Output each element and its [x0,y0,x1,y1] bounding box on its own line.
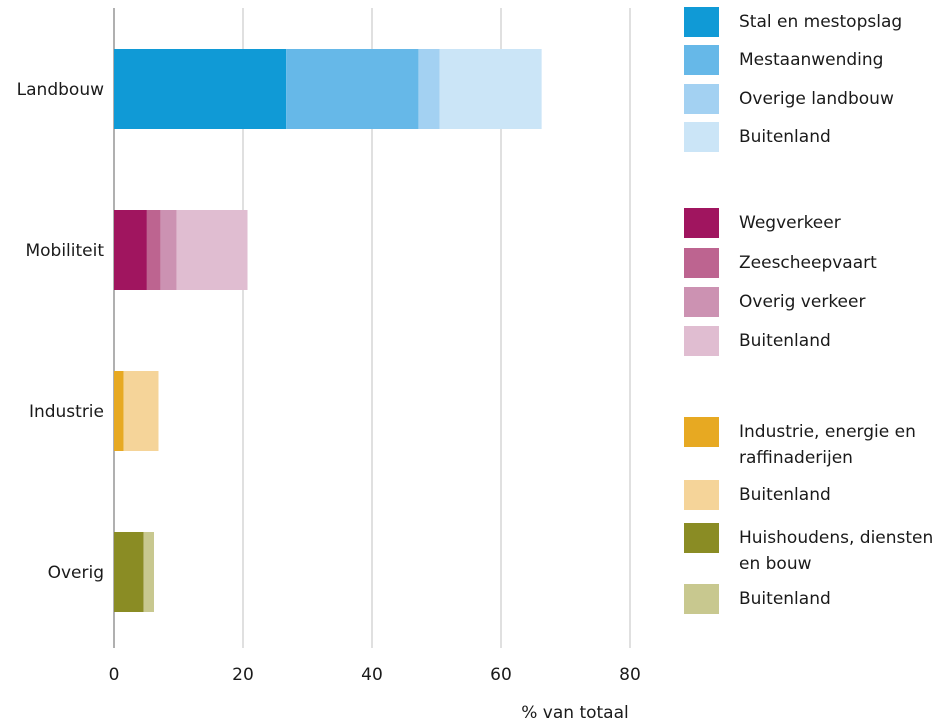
category-label: Mobiliteit [25,241,104,261]
legend-label: Industrie, energie en raffinaderijen [739,422,916,468]
legend-label: Buitenland [739,331,831,351]
bar-segment [143,532,154,612]
legend-swatch [684,480,719,510]
legend-item: Stal en mestopslag [684,7,944,37]
bar-segment [418,49,440,129]
legend-label: Overig verkeer [739,292,866,312]
legend-label: Buitenland [739,485,831,505]
legend-item: Mestaanwending [684,45,944,75]
legend-label: Overige landbouw [739,89,894,109]
category-label: Industrie [29,402,104,422]
x-axis-label: % van totaal [521,703,629,723]
legend-item: Buitenland [684,584,944,614]
legend-label: Zeescheepvaart [739,253,877,273]
bar-segment [146,210,161,290]
bar-segment [114,49,287,129]
legend-swatch [684,84,719,114]
bar-segment [176,210,248,290]
category-label: Landbouw [17,80,104,100]
legend-label: Mestaanwending [739,50,884,70]
legend-item: Buitenland [684,326,944,356]
legend-swatch [684,584,719,614]
bar-segment [160,210,177,290]
legend-item: Buitenland [684,480,944,510]
legend-swatch [684,248,719,278]
bar-segment [114,371,124,451]
x-tick-label: 60 [490,665,512,685]
legend-swatch [684,417,719,447]
bar-segment [114,210,147,290]
x-tick-label: 0 [109,665,120,685]
legend-item: Industrie, energie en raffinaderijen [684,417,944,471]
legend-label: Wegverkeer [739,213,841,233]
legend-label: Stal en mestopslag [739,12,903,32]
legend-swatch [684,326,719,356]
stacked-bar-chart: 0 20 40 60 80 % van totaal Landbouw Mobiliteit I… [17,8,641,723]
category-label: Overig [48,563,104,583]
bar-segment [123,371,159,451]
legend-item: Wegverkeer [684,208,944,238]
x-tick-label: 20 [232,665,254,685]
legend-item: Huishoudens, diensten en bouw [684,523,944,577]
legend-swatch [684,523,719,553]
legend-label: Buitenland [739,127,831,147]
x-tick-label: 80 [619,665,641,685]
bar-segment [114,532,144,612]
bar-segment [286,49,419,129]
x-tick-label: 40 [361,665,383,685]
legend-swatch [684,45,719,75]
legend-swatch [684,208,719,238]
legend-item: Zeescheepvaart [684,248,944,278]
legend-swatch [684,122,719,152]
legend-swatch [684,7,719,37]
legend-label: Buitenland [739,589,831,609]
legend-item: Overige landbouw [684,84,944,114]
bar-segment [439,49,542,129]
legend-item: Overig verkeer [684,287,944,317]
legend-label: Huishoudens, diensten en bouw [739,528,934,574]
legend-item: Buitenland [684,122,944,152]
legend-swatch [684,287,719,317]
